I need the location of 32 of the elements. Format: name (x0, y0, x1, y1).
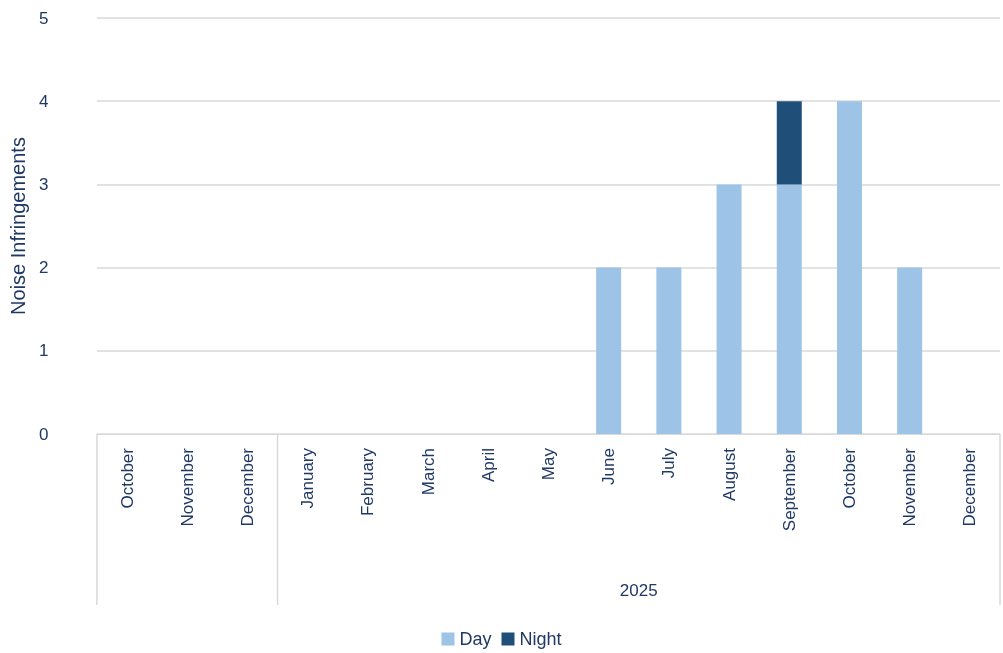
y-tick-label: 2 (38, 258, 49, 278)
x-tick-label: October (839, 447, 859, 509)
bar (656, 267, 682, 434)
bar (836, 101, 862, 434)
bar (776, 184, 802, 434)
y-axis-title: Noise Infringements (7, 137, 29, 315)
bar (776, 101, 802, 185)
x-tick-label: August (719, 447, 739, 501)
x-tick-label: April (478, 448, 498, 483)
y-tick-label: 0 (38, 424, 49, 444)
bar (596, 267, 622, 434)
x-tick-label: May (538, 447, 558, 481)
bar (716, 184, 742, 434)
legend-label: Night (519, 629, 562, 649)
x-tick-label: March (418, 448, 438, 496)
x-tick-label: October (117, 447, 137, 509)
x-tick-label: September (779, 447, 799, 532)
x-tick-label: July (659, 447, 679, 479)
bar (897, 267, 923, 434)
y-tick-label: 5 (38, 8, 49, 28)
x-tick-label: November (900, 447, 920, 527)
x-tick-label: June (599, 448, 619, 485)
y-tick-label: 4 (38, 91, 49, 111)
text: 2025 (619, 580, 658, 600)
y-tick-label: 3 (38, 174, 49, 194)
y-tick-label: 1 (38, 341, 49, 361)
x-tick-label: November (177, 447, 197, 527)
x-tick-label: January (298, 447, 318, 509)
x-tick-label: December (237, 447, 257, 527)
x-tick-label: December (960, 447, 980, 527)
legend-label: Day (459, 629, 492, 649)
x-tick-label: February (358, 447, 378, 517)
